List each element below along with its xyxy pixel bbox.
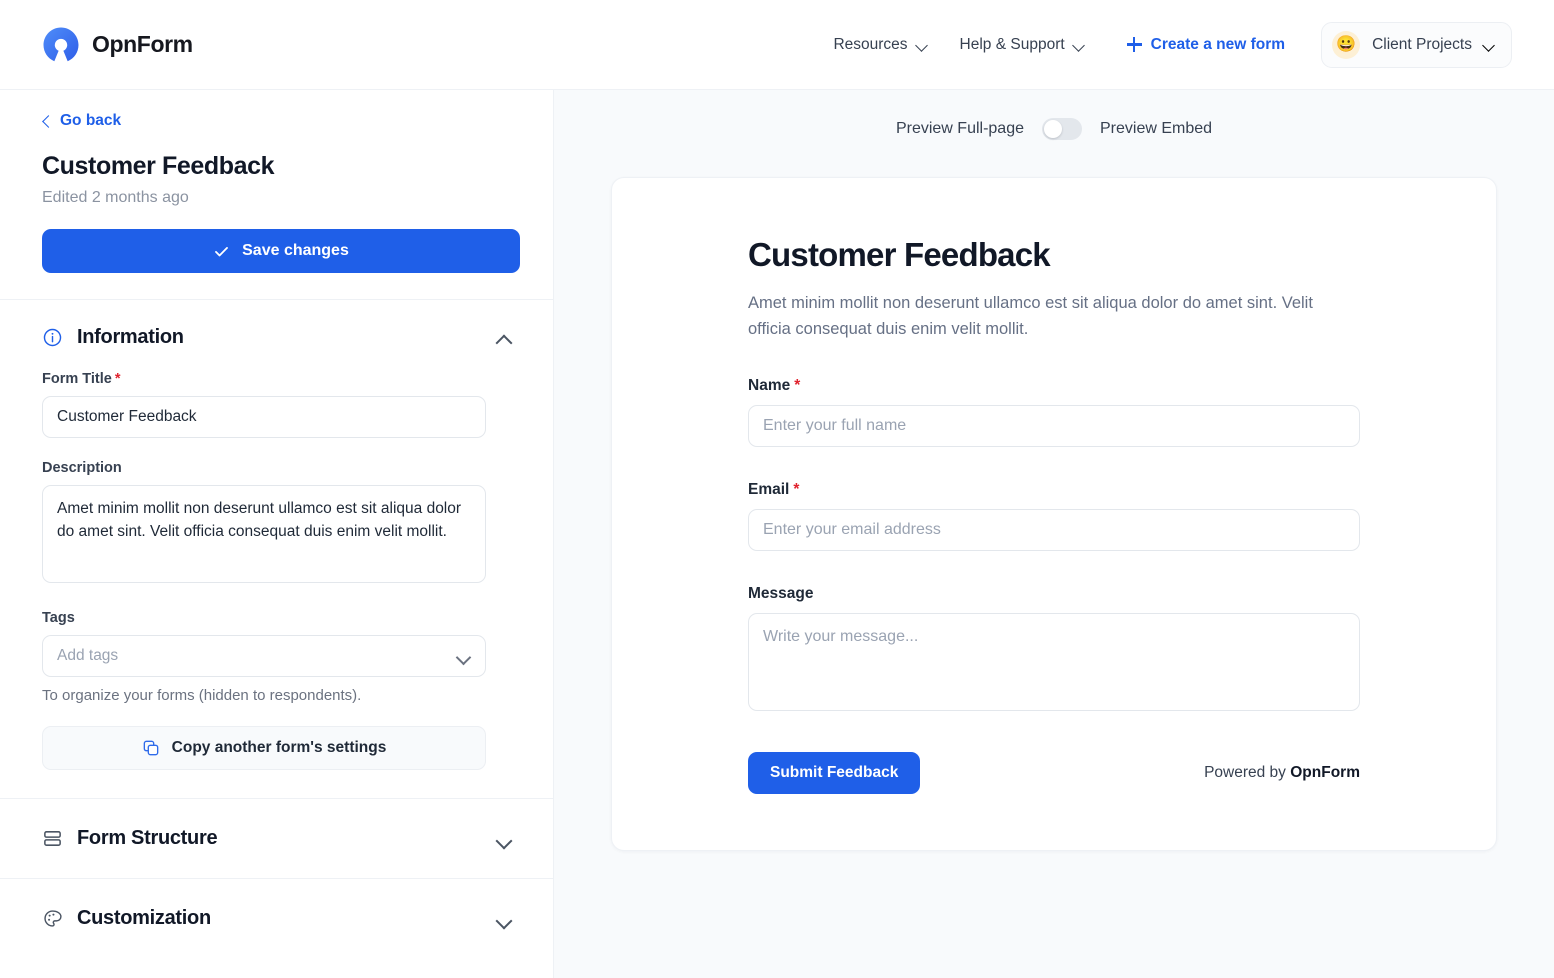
preview-field-message-label: Message — [748, 585, 1360, 603]
preview-field-name-label: Name * — [748, 377, 1360, 395]
copy-form-settings-label: Copy another form's settings — [171, 739, 387, 756]
tags-field: Tags Add tags — [42, 610, 511, 677]
form-preview-pane: Preview Full-page Preview Embed Customer… — [554, 90, 1554, 978]
save-changes-button[interactable]: Save changes — [42, 229, 520, 273]
powered-by-brand: OpnForm — [1290, 763, 1360, 781]
plus-icon — [1126, 37, 1142, 52]
divider — [0, 798, 553, 799]
section-information-header[interactable]: Information — [42, 300, 511, 371]
page-title: Customer Feedback — [42, 152, 275, 180]
preview-mode-toggle[interactable] — [1042, 118, 1082, 140]
preview-mode-toggle-row: Preview Full-page Preview Embed — [896, 118, 1212, 140]
description-field: Description Amet minim mollit non deseru… — [42, 460, 511, 588]
chevron-left-icon — [42, 117, 51, 126]
chevron-down-icon[interactable] — [497, 914, 511, 923]
submit-feedback-button[interactable]: Submit Feedback — [748, 751, 921, 794]
tags-label-text: Tags — [42, 610, 75, 626]
workspace-switcher[interactable]: 😀 Client Projects — [1321, 21, 1512, 68]
preview-field-message-label-text: Message — [748, 584, 814, 602]
preview-field-email-label: Email * — [748, 481, 1360, 499]
divider — [0, 299, 553, 300]
chevron-up-icon[interactable] — [497, 333, 511, 342]
form-title-input[interactable] — [42, 396, 486, 438]
copy-form-settings-button[interactable]: Copy another form's settings — [42, 726, 486, 770]
tags-hint: To organize your forms (hidden to respon… — [42, 687, 362, 704]
tags-select[interactable]: Add tags — [42, 635, 486, 677]
preview-field-email-label-text: Email — [748, 480, 790, 498]
chevron-down-icon — [1484, 41, 1495, 48]
preview-field-name-label-text: Name — [748, 376, 791, 394]
preview-form-footer: Submit Feedback Powered by OpnForm — [748, 751, 1360, 794]
section-form-structure-title: Form Structure — [77, 827, 218, 849]
nav-right-group: Resources Help & Support Create a new fo… — [817, 21, 1512, 68]
section-customization-header[interactable]: Customization — [42, 879, 511, 958]
section-customization: Customization — [0, 879, 553, 958]
preview-field-name: Name * — [748, 377, 1360, 447]
powered-by-text: Powered by OpnForm — [1204, 764, 1360, 782]
section-form-structure: Form Structure — [0, 799, 553, 878]
section-customization-title: Customization — [77, 907, 211, 929]
chevron-down-icon[interactable] — [497, 834, 511, 843]
go-back-label: Go back — [60, 112, 122, 129]
main-layout: Go back Customer Feedback Edited 2 month… — [0, 90, 1554, 978]
preview-form-description: Amet minim mollit non deserunt ullamco e… — [748, 294, 1313, 339]
sidebar-header: Go back Customer Feedback Edited 2 month… — [0, 90, 553, 299]
toggle-knob — [1044, 120, 1062, 138]
palette-icon — [44, 910, 62, 927]
avatar: 😀 — [1332, 30, 1361, 59]
preview-field-email: Email * — [748, 481, 1360, 551]
chevron-down-icon — [917, 41, 928, 48]
required-marker: * — [794, 376, 801, 394]
preview-form-title: Customer Feedback — [748, 236, 1051, 273]
section-information-title: Information — [77, 326, 184, 348]
chevron-down-icon — [1074, 41, 1085, 48]
preview-embed-label: Preview Embed — [1100, 120, 1213, 137]
form-title-label: Form Title * — [42, 371, 511, 387]
section-form-structure-header[interactable]: Form Structure — [42, 799, 511, 878]
create-new-form-label: Create a new form — [1150, 35, 1286, 53]
description-label: Description — [42, 460, 511, 476]
required-marker: * — [114, 371, 121, 387]
save-changes-label: Save changes — [242, 242, 349, 259]
nav-resources-label: Resources — [833, 35, 908, 53]
workspace-name: Client Projects — [1372, 35, 1472, 53]
top-navigation-bar: OpnForm Resources Help & Support Create … — [0, 0, 1554, 90]
preview-email-input[interactable] — [748, 508, 1360, 551]
go-back-link[interactable]: Go back — [42, 112, 121, 130]
nav-help-support-label: Help & Support — [959, 35, 1065, 53]
preview-name-input[interactable] — [748, 404, 1360, 447]
create-new-form-button[interactable]: Create a new form — [1113, 28, 1299, 62]
preview-fullpage-label: Preview Full-page — [895, 120, 1024, 137]
info-circle-icon — [43, 328, 62, 347]
opnform-logo-icon — [43, 27, 79, 61]
nav-help-support[interactable]: Help & Support — [944, 28, 1101, 62]
section-information: Information Form Title * Description Ame… — [0, 300, 553, 770]
tags-placeholder: Add tags — [57, 647, 119, 664]
description-textarea[interactable]: Amet minim mollit non deserunt ullamco e… — [42, 485, 486, 583]
brand-logo[interactable]: OpnForm — [42, 26, 193, 64]
nav-resources[interactable]: Resources — [817, 28, 943, 62]
form-title-label-text: Form Title — [42, 371, 112, 387]
preview-form-card: Customer Feedback Amet minim mollit non … — [611, 177, 1497, 851]
brand-name: OpnForm — [92, 31, 193, 57]
preview-message-textarea[interactable] — [748, 612, 1360, 711]
check-icon — [215, 246, 229, 256]
chevron-down-icon — [457, 652, 471, 661]
copy-icon — [143, 740, 158, 756]
last-edited-text: Edited 2 months ago — [42, 189, 189, 206]
tags-label: Tags — [42, 610, 511, 626]
form-title-field: Form Title * — [42, 371, 511, 438]
preview-field-message: Message — [748, 585, 1360, 716]
form-editor-sidebar: Go back Customer Feedback Edited 2 month… — [0, 90, 554, 978]
required-marker: * — [793, 480, 800, 498]
powered-by-prefix: Powered by — [1204, 763, 1291, 781]
description-label-text: Description — [42, 460, 122, 476]
rows-icon — [44, 831, 61, 846]
divider — [0, 878, 553, 879]
